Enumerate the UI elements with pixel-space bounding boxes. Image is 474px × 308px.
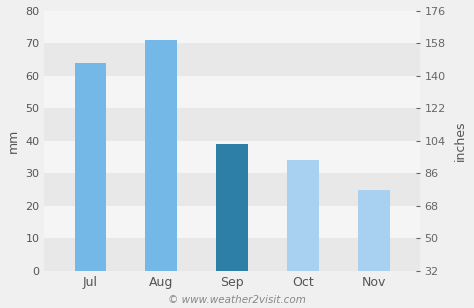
Bar bbox=[45, 141, 419, 173]
Bar bbox=[45, 108, 419, 141]
Bar bbox=[45, 173, 419, 206]
Bar bbox=[358, 190, 390, 271]
Bar bbox=[45, 76, 419, 108]
Text: © www.weather2visit.com: © www.weather2visit.com bbox=[168, 295, 306, 305]
Y-axis label: mm: mm bbox=[7, 129, 20, 153]
Bar bbox=[74, 63, 107, 271]
Y-axis label: inches: inches bbox=[454, 121, 467, 161]
Bar bbox=[287, 160, 319, 271]
Bar bbox=[216, 144, 248, 271]
Bar bbox=[45, 11, 419, 43]
Bar bbox=[45, 43, 419, 76]
Bar bbox=[45, 238, 419, 271]
Bar bbox=[146, 40, 177, 271]
Bar bbox=[45, 206, 419, 238]
